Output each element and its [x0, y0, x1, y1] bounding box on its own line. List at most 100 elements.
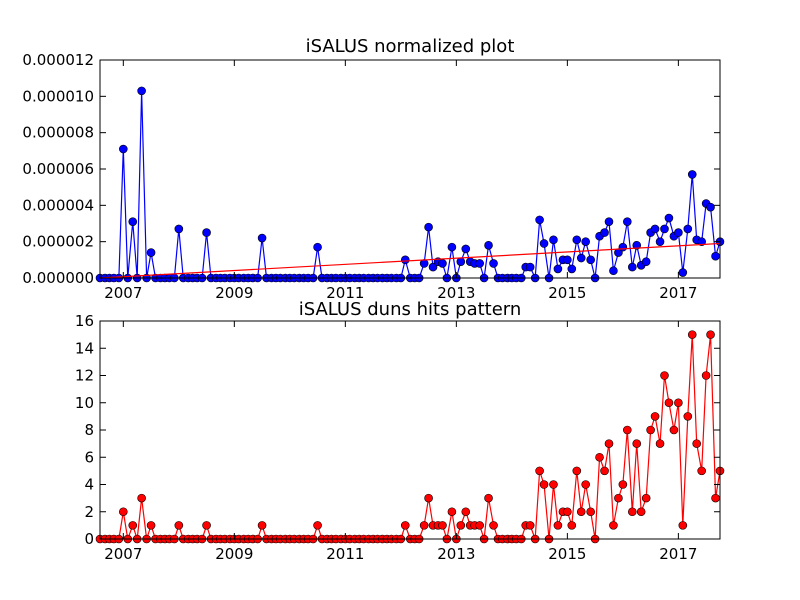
- normalized-data-point: [600, 228, 609, 237]
- duns-data-point: [576, 507, 586, 517]
- duns-data-point: [128, 521, 138, 530]
- normalized-data-point: [146, 248, 156, 257]
- normalized-data-point: [484, 241, 493, 250]
- normalized-y-tick-label: 0.000002: [22, 233, 94, 251]
- duns-data-point: [669, 425, 679, 435]
- duns-data-point: [424, 493, 433, 503]
- normalized-data-point: [664, 213, 674, 223]
- normalized-data-point: [711, 251, 720, 261]
- normalized-data-point: [683, 224, 693, 234]
- duns-data-point: [650, 412, 660, 421]
- duns-data-point: [549, 480, 558, 489]
- duns-data-point: [646, 425, 655, 435]
- normalized-data-point: [563, 255, 572, 265]
- normalized-data-point: [632, 241, 642, 250]
- normalized-series-1-line: [99, 242, 721, 279]
- normalized-y-tick-label: 0.000004: [22, 196, 94, 214]
- duns-x-tick-label: 2015: [548, 545, 586, 563]
- normalized-data-point: [553, 264, 563, 274]
- duns-data-point: [572, 466, 582, 476]
- normalized-data-point: [128, 217, 138, 226]
- duns-y-tick-label: 2: [84, 503, 94, 521]
- duns-x-tick-label: 2009: [215, 545, 253, 563]
- duns-y-tick-label: 14: [75, 339, 94, 357]
- duns-data-point: [137, 493, 146, 503]
- normalized-y-tick-label: 0.000000: [22, 269, 94, 287]
- duns-data-point: [475, 521, 484, 530]
- normalized-data-point: [567, 264, 577, 274]
- normalized-data-point: [400, 255, 410, 265]
- duns-y-tick-label: 12: [75, 367, 94, 385]
- duns-data-point: [146, 521, 156, 530]
- normalized-data-point: [119, 144, 128, 154]
- normalized-data-point: [475, 259, 484, 268]
- duns-y-tick-label: 16: [75, 312, 94, 330]
- normalized-data-point: [539, 239, 549, 248]
- duns-data-point: [313, 521, 322, 530]
- duns-data-point: [419, 521, 429, 530]
- normalized-plot-ticks: 2007 2009 2011 2013 2015 2017 0.000000 0.000002…: [22, 51, 720, 302]
- normalized-data-point: [428, 262, 438, 272]
- duns-x-tick-label: 2013: [437, 545, 475, 563]
- duns-data-point: [623, 425, 632, 435]
- duns-data-point: [600, 466, 609, 476]
- duns-data-point: [655, 439, 665, 448]
- duns-data-point: [174, 521, 184, 530]
- duns-data-point: [660, 371, 669, 380]
- duns-data-point: [257, 521, 267, 530]
- normalized-data-point: [257, 233, 267, 243]
- duns-y-tick-label: 0: [84, 530, 94, 548]
- duns-data-point: [687, 330, 697, 339]
- normalized-data-point: [655, 237, 665, 246]
- duns-hits-ticks: 2007 2009 2011 2013 2015 2017 0 2 4 6 8 10 12 14 16: [75, 312, 720, 563]
- normalized-data-point: [641, 257, 651, 266]
- normalized-x-tick-label: 2015: [548, 284, 586, 302]
- normalized-data-point: [202, 228, 211, 237]
- duns-data-point: [438, 521, 447, 530]
- duns-x-tick-label: 2007: [104, 545, 142, 563]
- normalized-data-point: [706, 202, 715, 212]
- duns-data-point: [456, 521, 466, 530]
- normalized-data-point: [137, 86, 146, 96]
- duns-data-point: [636, 507, 646, 517]
- duns-data-point: [447, 507, 457, 517]
- normalized-data-point: [586, 255, 595, 265]
- duns-data-point: [697, 466, 706, 476]
- duns-data-point: [674, 398, 683, 408]
- duns-y-tick-label: 4: [84, 476, 94, 494]
- duns-data-point: [567, 521, 577, 530]
- duns-hits-title: iSALUS duns hits pattern: [299, 299, 522, 320]
- duns-data-point: [627, 507, 637, 517]
- duns-data-point: [539, 480, 549, 489]
- duns-data-point: [618, 480, 628, 489]
- normalized-y-tick-label: 0.000012: [22, 51, 94, 69]
- normalized-x-tick-label: 2011: [326, 284, 364, 302]
- duns-data-point: [641, 493, 651, 503]
- duns-x-tick-label: 2011: [326, 545, 364, 563]
- duns-data-point: [563, 507, 572, 517]
- duns-data-point: [711, 493, 720, 503]
- normalized-data-point: [650, 224, 660, 234]
- duns-y-tick-label: 6: [84, 448, 94, 466]
- duns-data-point: [484, 493, 493, 503]
- normalized-data-point: [461, 244, 471, 254]
- normalized-data-point: [660, 224, 669, 234]
- duns-hits-panel: iSALUS duns hits pattern 2007 2009 2011 201…: [75, 299, 725, 563]
- duns-data-point: [581, 480, 590, 489]
- normalized-data-point: [572, 235, 582, 245]
- normalized-x-tick-label: 2013: [437, 284, 475, 302]
- duns-hits-marks: [95, 330, 725, 544]
- duns-x-tick-label: 2017: [659, 545, 697, 563]
- duns-data-point: [400, 521, 410, 530]
- duns-data-point: [701, 371, 711, 380]
- normalized-x-tick-label: 2007: [104, 284, 142, 302]
- duns-data-point: [664, 398, 674, 408]
- duns-y-tick-label: 10: [75, 394, 94, 412]
- duns-data-point: [489, 521, 498, 530]
- duns-data-point: [678, 521, 688, 530]
- duns-data-point: [119, 507, 128, 517]
- normalized-data-point: [489, 259, 498, 268]
- duns-data-point: [632, 439, 642, 448]
- duns-data-point: [525, 521, 535, 530]
